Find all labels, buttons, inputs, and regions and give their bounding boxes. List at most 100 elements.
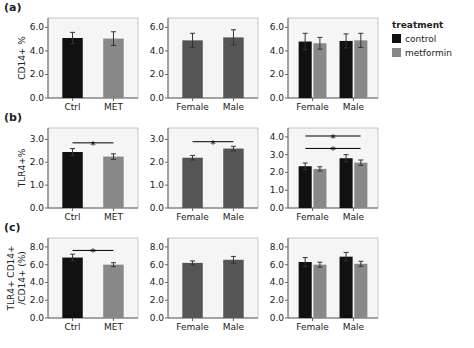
y-axis xyxy=(288,238,289,318)
y-tick xyxy=(165,185,168,186)
error-bar xyxy=(344,34,349,48)
y-tick-label: 4.0 xyxy=(270,132,285,142)
y-axis-label-line: TLR4+ CD14+ xyxy=(6,245,16,311)
error-cap xyxy=(70,148,75,149)
error-bar xyxy=(70,149,75,156)
x-tick-label: Female xyxy=(296,212,329,222)
error-bar xyxy=(358,33,363,47)
legend-swatch xyxy=(392,34,401,43)
x-tick-label: Male xyxy=(223,212,245,222)
y-tick xyxy=(45,300,48,301)
y-tick xyxy=(285,74,288,75)
y-tick-label: 2.0 xyxy=(30,69,45,79)
marks xyxy=(62,250,123,318)
error-line xyxy=(113,154,114,159)
y-tick xyxy=(285,27,288,28)
bar xyxy=(223,149,243,208)
error-bar xyxy=(111,32,116,46)
marks xyxy=(299,136,368,208)
panel: 0.02.04.06.0FemaleMale xyxy=(150,18,258,112)
y-tick-label: 2.0 xyxy=(30,295,45,305)
x-tick-label: Male xyxy=(343,322,365,332)
y-tick xyxy=(165,74,168,75)
x-tick xyxy=(192,208,193,211)
bar xyxy=(182,158,202,208)
y-tick-label: 8.0 xyxy=(270,242,285,252)
error-cap xyxy=(111,262,116,263)
error-cap xyxy=(344,161,349,162)
y-tick-label: 4.0 xyxy=(30,46,45,56)
error-bar xyxy=(303,33,308,49)
error-cap xyxy=(303,169,308,170)
x-tick xyxy=(353,98,354,101)
x-axis xyxy=(48,318,138,319)
y-tick xyxy=(285,172,288,173)
error-cap xyxy=(344,48,349,49)
error-cap xyxy=(344,252,349,253)
y-tick xyxy=(165,264,168,265)
error-cap xyxy=(190,47,195,48)
x-axis xyxy=(48,208,138,209)
error-line xyxy=(233,30,234,45)
bar xyxy=(62,152,82,208)
y-tick xyxy=(285,246,288,247)
error-bar xyxy=(344,252,349,261)
x-tick xyxy=(353,208,354,211)
y-tick xyxy=(165,98,168,99)
error-cap xyxy=(303,49,308,50)
y-tick xyxy=(285,98,288,99)
y-tick xyxy=(165,139,168,140)
y-tick-label: 2.0 xyxy=(150,157,165,167)
y-tick-label: 0.0 xyxy=(150,203,165,213)
error-line xyxy=(319,262,320,267)
y-tick xyxy=(45,74,48,75)
error-line xyxy=(192,261,193,265)
plot-area xyxy=(288,128,378,208)
legend-swatch xyxy=(392,48,401,57)
error-cap xyxy=(358,33,363,34)
x-tick xyxy=(353,318,354,321)
error-cap xyxy=(303,257,308,258)
error-bar xyxy=(111,154,116,159)
plot-area xyxy=(168,18,258,98)
error-cap xyxy=(317,262,322,263)
error-cap xyxy=(111,266,116,267)
error-bar xyxy=(70,32,75,43)
error-line xyxy=(233,256,234,263)
y-tick xyxy=(45,318,48,319)
y-tick xyxy=(165,282,168,283)
marks xyxy=(182,30,243,98)
error-bar xyxy=(303,258,308,267)
y-axis-label-line: /CD14+ (%) xyxy=(17,251,27,305)
panel: 0.02.04.06.08.0FemaleMale xyxy=(270,238,378,332)
y-tick-label: 3.0 xyxy=(30,134,45,144)
error-cap xyxy=(344,33,349,34)
y-tick-label: 1.0 xyxy=(150,180,165,190)
error-bar xyxy=(70,254,75,261)
error-bar xyxy=(317,167,322,171)
x-tick-label: Ctrl xyxy=(65,322,81,332)
y-tick xyxy=(165,50,168,51)
y-tick xyxy=(285,300,288,301)
error-cap xyxy=(190,155,195,156)
plot-area xyxy=(288,238,378,318)
error-bar xyxy=(358,261,363,266)
y-tick-label: 6.0 xyxy=(270,22,285,32)
panel: 0.02.04.06.0CtrlMET(a)CD14+ % xyxy=(4,1,138,112)
error-bar xyxy=(190,155,195,160)
error-cap xyxy=(111,45,116,46)
error-line xyxy=(72,32,73,43)
x-axis xyxy=(168,98,258,99)
y-tick-label: 6.0 xyxy=(270,260,285,270)
error-line xyxy=(319,167,320,171)
x-tick xyxy=(312,318,313,321)
y-axis xyxy=(168,238,169,318)
error-cap xyxy=(344,260,349,261)
y-tick xyxy=(285,136,288,137)
error-bar xyxy=(317,37,322,49)
error-cap xyxy=(70,260,75,261)
x-tick xyxy=(233,98,234,101)
bar xyxy=(354,40,367,98)
error-cap xyxy=(70,155,75,156)
bar xyxy=(299,262,312,318)
